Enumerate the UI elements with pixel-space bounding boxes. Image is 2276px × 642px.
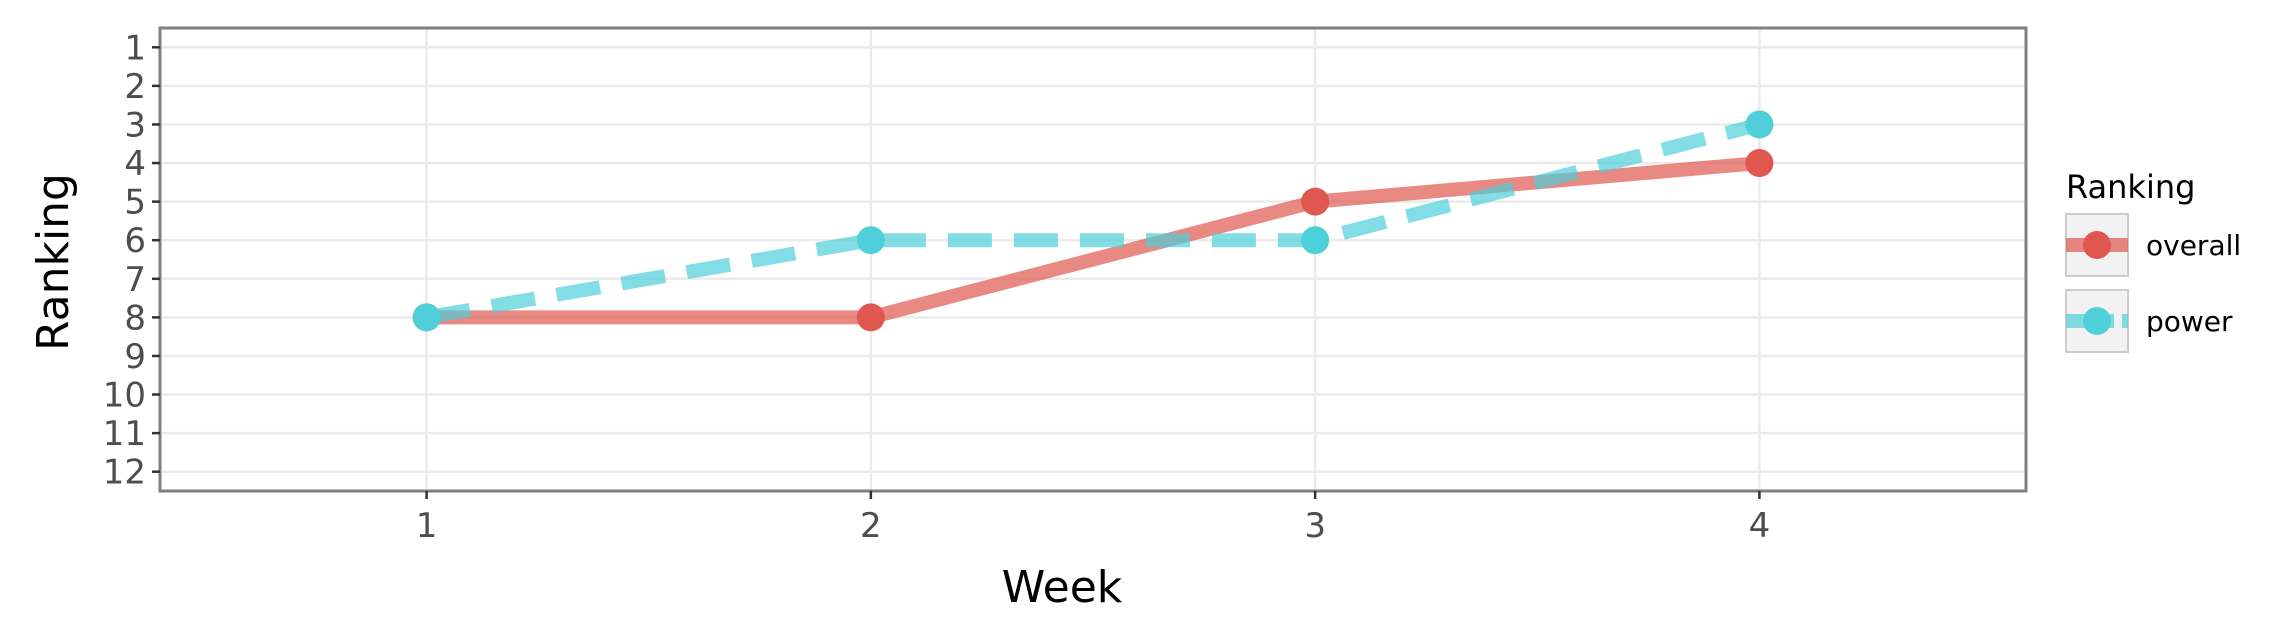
y-tick-label: 6	[124, 221, 146, 261]
data-point-overall	[1745, 149, 1774, 178]
x-tick-label: 3	[1304, 506, 1326, 546]
x-axis-title: Week	[1002, 562, 1123, 613]
legend-key-point	[2083, 307, 2111, 335]
legend-key-point	[2083, 231, 2111, 259]
y-axis-title: Ranking	[28, 173, 79, 351]
y-tick-label: 3	[124, 105, 146, 145]
y-tick-label: 9	[124, 337, 146, 377]
legend: Ranking overall power	[2065, 168, 2241, 353]
y-tick-label: 11	[103, 414, 146, 454]
legend-item-power: power	[2065, 289, 2233, 353]
legend-item-overall: overall	[2065, 213, 2241, 277]
data-point-power	[856, 226, 885, 255]
data-point-overall	[1301, 187, 1330, 216]
y-tick-label: 4	[124, 144, 146, 184]
series-power	[412, 110, 1774, 332]
x-tick-label: 1	[416, 506, 438, 546]
legend-label: overall	[2146, 229, 2241, 262]
legend-title: Ranking	[2066, 168, 2195, 206]
y-tick-label: 7	[124, 260, 146, 300]
x-tick-label: 4	[1749, 506, 1771, 546]
y-tick-label: 5	[124, 183, 146, 223]
plot-panel-border	[158, 26, 2028, 493]
legend-label: power	[2146, 305, 2233, 338]
y-tick-label: 8	[124, 298, 146, 338]
y-tick-label: 12	[103, 453, 146, 493]
series-line-power	[425, 117, 1762, 325]
data-point-power	[412, 303, 441, 332]
y-tick-label: 2	[124, 67, 146, 107]
x-tick-label: 2	[860, 506, 882, 546]
data-point-overall	[856, 303, 885, 332]
x-axis: 1 2 3 4	[416, 491, 1770, 546]
data-point-power	[1745, 110, 1774, 139]
y-tick-label: 1	[124, 28, 146, 68]
series-layer	[412, 110, 1774, 332]
data-point-power	[1301, 226, 1330, 255]
y-tick-label: 10	[103, 376, 146, 416]
